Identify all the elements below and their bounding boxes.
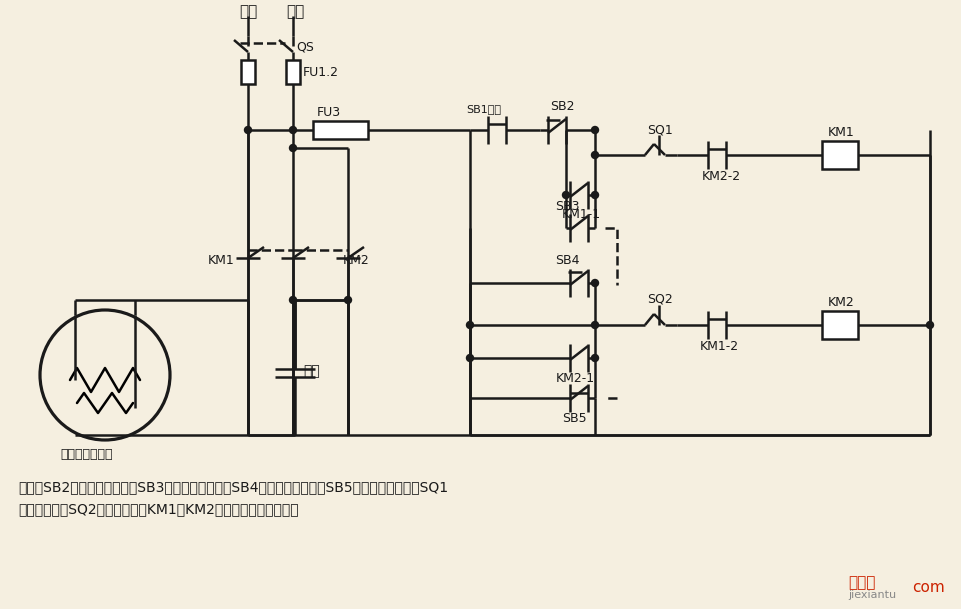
Text: SB1停止: SB1停止 xyxy=(465,104,501,114)
Text: KM1: KM1 xyxy=(208,253,234,267)
Text: SB4: SB4 xyxy=(554,253,579,267)
Text: jiexiantu: jiexiantu xyxy=(847,590,896,600)
Bar xyxy=(312,121,368,139)
Text: FU3: FU3 xyxy=(317,107,341,119)
Text: 单相电容电动机: 单相电容电动机 xyxy=(60,448,112,462)
Circle shape xyxy=(591,127,598,133)
Text: KM2: KM2 xyxy=(343,253,369,267)
Bar xyxy=(821,311,857,339)
Circle shape xyxy=(591,280,598,286)
Text: 说明：SB2为上升启动按鈕，SB3为上升点动按鈕，SB4为下降启动按鈕，SB5为下降点动按鈕；SQ1: 说明：SB2为上升启动按鈕，SB3为上升点动按鈕，SB4为下降启动按鈕，SB5为… xyxy=(18,480,448,494)
Circle shape xyxy=(562,191,569,199)
Circle shape xyxy=(344,297,351,303)
Text: KM1: KM1 xyxy=(827,125,854,138)
Bar xyxy=(285,60,300,84)
Text: 火线: 火线 xyxy=(238,4,257,19)
Text: SB2: SB2 xyxy=(550,100,574,113)
Text: SB3: SB3 xyxy=(554,200,579,214)
Text: SB5: SB5 xyxy=(561,412,586,424)
Circle shape xyxy=(244,127,251,133)
Circle shape xyxy=(289,144,296,152)
Circle shape xyxy=(466,354,473,362)
Circle shape xyxy=(591,191,598,199)
Bar xyxy=(241,60,255,84)
Circle shape xyxy=(466,322,473,328)
Text: 零线: 零线 xyxy=(285,4,304,19)
Text: KM2: KM2 xyxy=(827,295,854,309)
Text: 为最高限位，SQ2为最低限位。KM1、KM2可用中间继电器代替。: 为最高限位，SQ2为最低限位。KM1、KM2可用中间继电器代替。 xyxy=(18,502,298,516)
Circle shape xyxy=(289,297,296,303)
Circle shape xyxy=(289,127,296,133)
Circle shape xyxy=(591,152,598,158)
Circle shape xyxy=(591,354,598,362)
Text: QS: QS xyxy=(296,41,313,54)
Text: KM1-1: KM1-1 xyxy=(561,208,601,222)
Circle shape xyxy=(925,322,932,328)
Text: com: com xyxy=(911,580,944,595)
Circle shape xyxy=(591,322,598,328)
Text: KM1-2: KM1-2 xyxy=(700,339,738,353)
Bar xyxy=(821,141,857,169)
Text: 接线图: 接线图 xyxy=(847,575,875,590)
Text: FU1.2: FU1.2 xyxy=(303,66,338,79)
Text: SQ2: SQ2 xyxy=(647,292,672,306)
Text: 电容: 电容 xyxy=(303,364,319,378)
Text: SQ1: SQ1 xyxy=(647,124,672,136)
Text: KM2-2: KM2-2 xyxy=(702,169,740,183)
Text: KM2-1: KM2-1 xyxy=(555,371,595,384)
